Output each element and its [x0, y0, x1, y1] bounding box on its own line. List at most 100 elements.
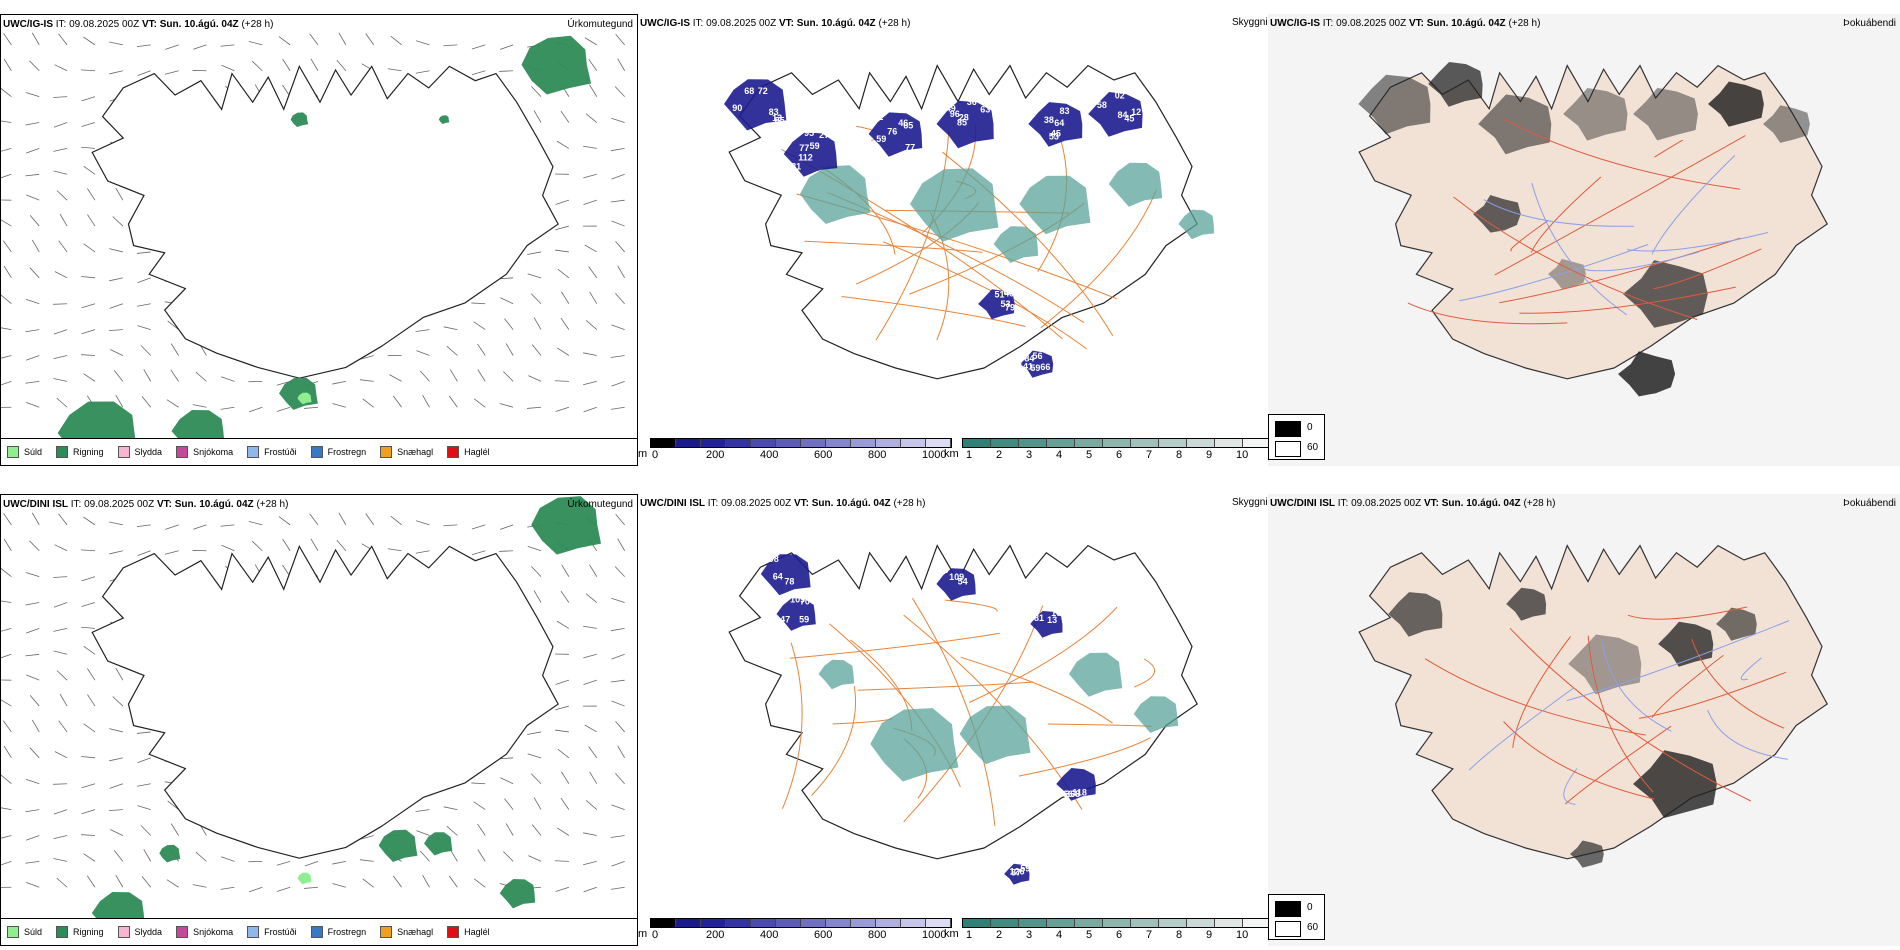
wind-barb: [582, 625, 597, 629]
cloud-base-label: 109: [1051, 608, 1066, 618]
wind-barb: [582, 145, 597, 149]
precip-legend-item: Súld: [7, 926, 42, 938]
cloud-base-label: 45: [1124, 113, 1134, 123]
wind-barb: [584, 244, 597, 253]
wind-barb: [332, 860, 346, 865]
wind-barb: [25, 298, 40, 305]
wind-barb: [473, 878, 486, 888]
low-cloud-area: [776, 598, 816, 631]
wind-barb: [310, 58, 319, 71]
wind-barb: [443, 524, 458, 527]
wind-barb: [56, 397, 68, 408]
cloud-base-label: 72: [758, 86, 768, 96]
cloud-base-label: 49: [1004, 289, 1014, 299]
precip-legend-item: Snæhagl: [380, 926, 433, 938]
wind-barb: [589, 564, 598, 577]
colorbar-block: [1215, 439, 1243, 447]
wind-barb: [527, 731, 542, 735]
wind-barb: [471, 302, 486, 305]
wind-barb: [56, 190, 68, 201]
wind-barb: [278, 516, 291, 526]
iceland-coastline: [91, 64, 559, 379]
wind-barb: [53, 378, 68, 382]
cloud-base-label: 83: [1059, 106, 1069, 116]
wind-barb: [533, 110, 542, 123]
wind-barb: [81, 834, 96, 836]
cloud-base-label: 81: [791, 161, 801, 171]
wind-barb: [365, 33, 375, 46]
colorbar-tick: 4: [1056, 449, 1063, 461]
wind-barb: [611, 860, 625, 867]
fog-panel-top: UWC/IG-IS IT: 09.08.2025 00Z VT: Sun. 10…: [1268, 14, 1900, 466]
precip-legend-item: Frostregn: [310, 446, 367, 458]
wind-barb: [109, 783, 124, 789]
wind-barb: [81, 576, 96, 582]
wind-barb: [251, 60, 263, 72]
fog-index-area: [1623, 260, 1708, 328]
wind-barb: [415, 809, 430, 812]
wind-barb: [248, 406, 263, 413]
colorbar-block: [801, 919, 826, 927]
cloud-base-label: 28: [938, 565, 948, 575]
colorbar-tick: 5: [1086, 449, 1093, 461]
colorbar-tick: 9: [1206, 929, 1213, 941]
wind-barb: [25, 122, 40, 126]
legend-swatch: [176, 446, 189, 458]
wind-barb: [166, 399, 179, 408]
rain-area: [521, 35, 592, 95]
low-cloud-area: [724, 79, 787, 131]
cloud-base-label: 198: [764, 554, 779, 564]
colorbar-block: [1131, 919, 1159, 927]
legend-swatch: [56, 446, 69, 458]
wind-barb: [137, 805, 151, 810]
wind-barb: [557, 347, 570, 356]
wind-barb: [115, 187, 124, 201]
cloud-base-label: 64: [773, 571, 783, 581]
wind-barb: [560, 110, 570, 123]
wind-barb: [561, 771, 570, 784]
wind-barb: [336, 539, 347, 552]
wind-barb: [3, 58, 12, 71]
drizzle-area: [297, 392, 312, 405]
wind-barb: [192, 884, 207, 888]
wind-barb: [555, 886, 570, 892]
wind-barb: [393, 875, 402, 888]
wind-barb: [53, 650, 68, 655]
cloud-base-label: 59: [810, 141, 820, 151]
cloud-base-label: 36: [967, 97, 977, 107]
wind-barb: [415, 70, 430, 74]
wind-barb: [422, 875, 430, 888]
river-line: [1483, 199, 1635, 227]
colorbar-blocks: [650, 438, 952, 448]
road-line: [804, 240, 983, 253]
wind-barb: [31, 32, 40, 46]
cloud-base-label: 368: [1065, 789, 1080, 799]
wind-barb: [25, 602, 40, 606]
wind-barb: [112, 696, 124, 707]
legend-label: Frostregn: [327, 447, 367, 457]
road-line: [1509, 627, 1752, 802]
wind-barb: [471, 524, 486, 530]
cloud-base-label: 68: [744, 86, 754, 96]
wind-barb: [1, 835, 12, 839]
wind-barb: [31, 239, 40, 253]
wind-barb: [583, 653, 597, 659]
wind-barb: [527, 251, 542, 255]
wind-barb: [166, 879, 179, 888]
wind-barb: [141, 396, 152, 408]
wind-barb: [248, 40, 263, 46]
colorbar-block: [1243, 439, 1271, 447]
wind-barb: [282, 538, 291, 551]
wind-barb: [610, 628, 625, 632]
wind-barb: [610, 835, 625, 838]
colorbar-block: [851, 439, 876, 447]
river-line: [1601, 641, 1672, 732]
iceland-map-fog: [1268, 14, 1900, 466]
legend-swatch: [310, 446, 323, 458]
wind-barb: [25, 572, 40, 578]
wind-barb: [332, 883, 346, 888]
wind-barb: [610, 148, 625, 152]
road-line: [1499, 237, 1741, 304]
wind-barb: [2, 720, 12, 733]
colorbar-block: [901, 439, 926, 447]
